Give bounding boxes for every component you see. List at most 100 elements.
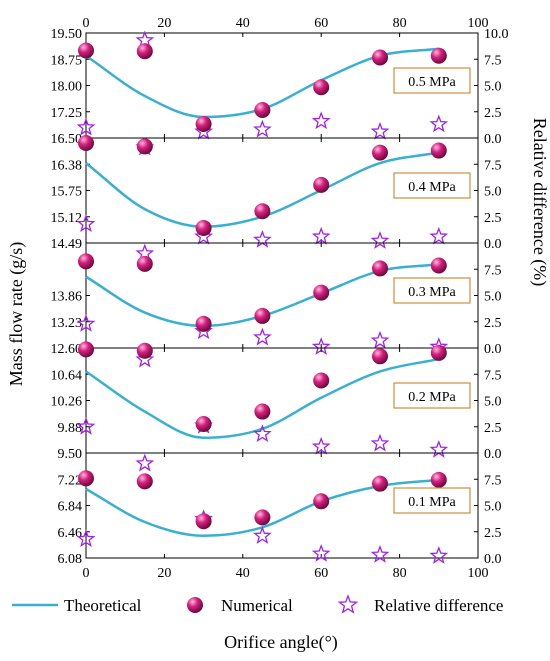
panel-0-5-mpa: 19.50 18.75 18.00 17.25 16.50 10.0 7.5 5.0 2.5 0.…: [51, 27, 509, 147]
reldiff-point: [253, 119, 272, 138]
y-tick-label: 6.08: [58, 552, 83, 567]
numerical-point: [136, 255, 153, 272]
numerical-point: [313, 176, 330, 193]
y-tick-label: 13.86: [51, 290, 83, 305]
y-tick-label: 9.88: [58, 421, 83, 436]
pressure-badge: [393, 67, 471, 94]
x-tick-label: 20: [157, 566, 171, 581]
y2-tick-label: 10.0: [484, 27, 509, 42]
y2-tick-label: 7.5: [484, 473, 502, 488]
numerical-point: [195, 415, 212, 432]
y-tick-label: 10.64: [51, 368, 83, 383]
numerical-point: [136, 473, 153, 490]
y2-tick-label: 7.5: [484, 53, 502, 68]
panels-layer: 19.50 18.75 18.00 17.25 16.50 10.0 7.5 5.0 2.5 0.…: [51, 16, 509, 581]
numerical-point: [254, 203, 271, 220]
y2-tick-label: 5.0: [484, 80, 502, 95]
numerical-point: [430, 344, 447, 361]
x-tick-label-top: 80: [393, 16, 407, 31]
numerical-point: [195, 116, 212, 132]
numerical-point: [313, 493, 330, 510]
y2-tick-label: 0.0: [484, 342, 502, 357]
reldiff-point: [429, 546, 449, 564]
x-tick-label-top: 0: [83, 16, 90, 31]
reldiff-point: [253, 424, 272, 443]
y-tick-label: 16.38: [51, 158, 83, 173]
reldiff-point: [76, 117, 96, 136]
y2-axis-title: Relative difference (%): [529, 118, 550, 287]
legend-reldiff-marker: [337, 594, 359, 614]
y-axis-title: Mass flow rate (g/s): [6, 242, 27, 386]
reldiff-point: [76, 529, 96, 548]
y2-tick-label: 2.5: [484, 106, 502, 121]
y-tick-label: 19.50: [51, 27, 83, 42]
pressure-badge-label: 0.1 MPa: [408, 495, 456, 510]
y-tick-label: 7.22: [58, 473, 83, 488]
y-tick-label: 10.26: [51, 395, 83, 410]
numerical-point: [430, 47, 447, 64]
numerical-point: [254, 403, 271, 420]
numerical-point: [136, 342, 153, 359]
reldiff-point: [76, 214, 96, 233]
y-tick-label: 17.25: [51, 106, 83, 121]
y2-tick-label: 0.0: [484, 237, 502, 252]
y2-tick-label: 2.5: [484, 211, 502, 226]
numerical-point: [78, 42, 94, 59]
y-tick-label: 16.50: [51, 132, 83, 147]
numerical-point: [313, 79, 330, 96]
numerical-point: [254, 509, 271, 526]
theoretical-curve: [85, 357, 440, 440]
reldiff-point: [429, 114, 449, 133]
y-tick-label: 6.46: [58, 526, 83, 541]
numerical-point: [430, 471, 447, 488]
y2-tick-label: 5.0: [484, 290, 502, 305]
y2-tick-label: 7.5: [484, 368, 502, 383]
x-tick-label: 100: [468, 566, 489, 581]
x-tick-label: 80: [393, 566, 407, 581]
reldiff-point: [135, 349, 155, 368]
y-tick-label: 12.60: [51, 342, 83, 357]
pressure-badge-label: 0.2 MPa: [408, 390, 456, 405]
y-tick-label: 6.84: [58, 500, 83, 515]
numerical-point: [372, 348, 388, 365]
pressure-badge-label: 0.4 MPa: [408, 180, 456, 195]
numerical-point: [195, 513, 212, 530]
numerical-point: [78, 253, 94, 270]
reldiff-point: [311, 226, 331, 245]
y2-tick-label: 0.0: [484, 447, 502, 462]
numerical-point: [313, 372, 330, 389]
reldiff-point: [311, 543, 331, 562]
numerical-point: [78, 135, 94, 152]
y2-tick-label: 5.0: [484, 185, 502, 200]
legend-numerical-marker: [187, 597, 203, 613]
pressure-badge: [393, 382, 471, 409]
reldiff-point: [429, 440, 449, 458]
reldiff-point: [370, 330, 390, 349]
reldiff-point: [429, 226, 449, 245]
numerical-point: [254, 102, 271, 118]
y-tick-label: 18.75: [51, 53, 83, 68]
reldiff-point: [370, 433, 390, 452]
reldiff-point: [253, 526, 272, 544]
numerical-point: [313, 284, 330, 301]
y-tick-label: 15.75: [51, 185, 83, 200]
panel-0-1-mpa: 7.22 6.84 6.46 6.08 7.5 5.0 2.5 0.0 0.1 MPa: [58, 452, 502, 567]
numerical-point: [136, 43, 153, 60]
y2-tick-label: 2.5: [484, 316, 502, 331]
y2-tick-label: 7.5: [484, 158, 502, 173]
reldiff-point: [194, 226, 213, 245]
legend-reldiff-label: Relative difference: [374, 596, 503, 615]
reldiff-point: [370, 545, 390, 563]
numerical-point: [430, 257, 447, 274]
numerical-point: [78, 341, 94, 358]
reldiff-point: [135, 453, 155, 472]
x-tick-label-top: 20: [157, 16, 171, 31]
pressure-badge: [393, 487, 471, 514]
x-axis-title: Orifice angle(°): [224, 632, 338, 653]
numerical-point: [372, 260, 388, 277]
numerical-point: [372, 144, 388, 161]
x-tick-label-top: 100: [468, 16, 489, 31]
y2-tick-label: 2.5: [484, 421, 502, 436]
reldiff-point: [311, 436, 331, 455]
